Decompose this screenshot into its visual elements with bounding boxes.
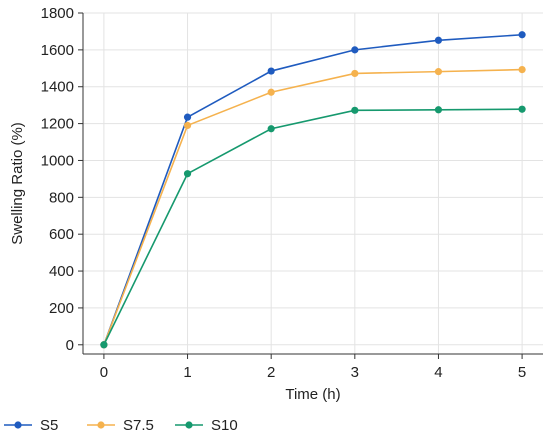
y-tick-label: 1200 [41, 116, 74, 133]
x-axis-title: Time (h) [285, 386, 340, 403]
y-tick-label: 1800 [41, 5, 74, 22]
data-point-S10 [434, 106, 443, 114]
legend-marker-S10 [185, 421, 193, 429]
data-point-S7.5 [434, 68, 443, 76]
legend-label-S7.5: S7.5 [123, 417, 154, 434]
data-point-S5 [518, 31, 526, 39]
data-point-S5 [267, 67, 275, 75]
axes: 0 1 2 3 4 5 0 200 400 600 800 1000 1200 1400 1600 1800 [41, 5, 543, 381]
x-tick-label: 2 [267, 364, 275, 381]
data-point-S5 [434, 36, 443, 44]
x-tick-label: 5 [518, 364, 526, 381]
series-line-S5 [103, 33, 523, 346]
data-point-S10 [100, 341, 108, 349]
x-tick-label: 0 [100, 364, 108, 381]
series-layer [100, 31, 526, 349]
y-tick-label: 1600 [41, 42, 74, 59]
x-tick-label: 1 [183, 364, 191, 381]
data-point-S10 [518, 105, 526, 113]
data-point-S10 [183, 170, 192, 178]
data-point-S7.5 [183, 121, 192, 130]
y-tick-label: 400 [49, 263, 74, 280]
legend-label-S5: S5 [40, 417, 58, 434]
y-tick-label: 1400 [41, 79, 74, 96]
series-line-S10 [103, 108, 523, 346]
series-line-S7.5 [103, 68, 523, 346]
y-tick-label: 600 [49, 226, 74, 243]
data-point-S7.5 [518, 65, 526, 74]
grid [83, 12, 543, 354]
legend-marker-S7.5 [97, 421, 105, 429]
data-point-S7.5 [267, 88, 275, 96]
data-point-S7.5 [351, 69, 359, 78]
data-point-S5 [351, 46, 359, 54]
data-point-S10 [267, 125, 275, 133]
legend-marker-S5 [14, 421, 22, 429]
x-tick-label: 4 [434, 364, 442, 381]
y-tick-label: 1000 [41, 152, 74, 169]
data-point-S5 [183, 113, 192, 121]
data-point-S10 [351, 106, 359, 114]
y-tick-label: 800 [49, 189, 74, 206]
legend-label-S10: S10 [211, 417, 238, 434]
legend: S5 S7.5 S10 [4, 417, 238, 434]
y-tick-label: 200 [49, 300, 74, 317]
y-axis-title: Swelling Ratio (%) [9, 122, 26, 245]
y-tick-label: 0 [66, 337, 74, 354]
x-tick-label: 3 [351, 364, 359, 381]
